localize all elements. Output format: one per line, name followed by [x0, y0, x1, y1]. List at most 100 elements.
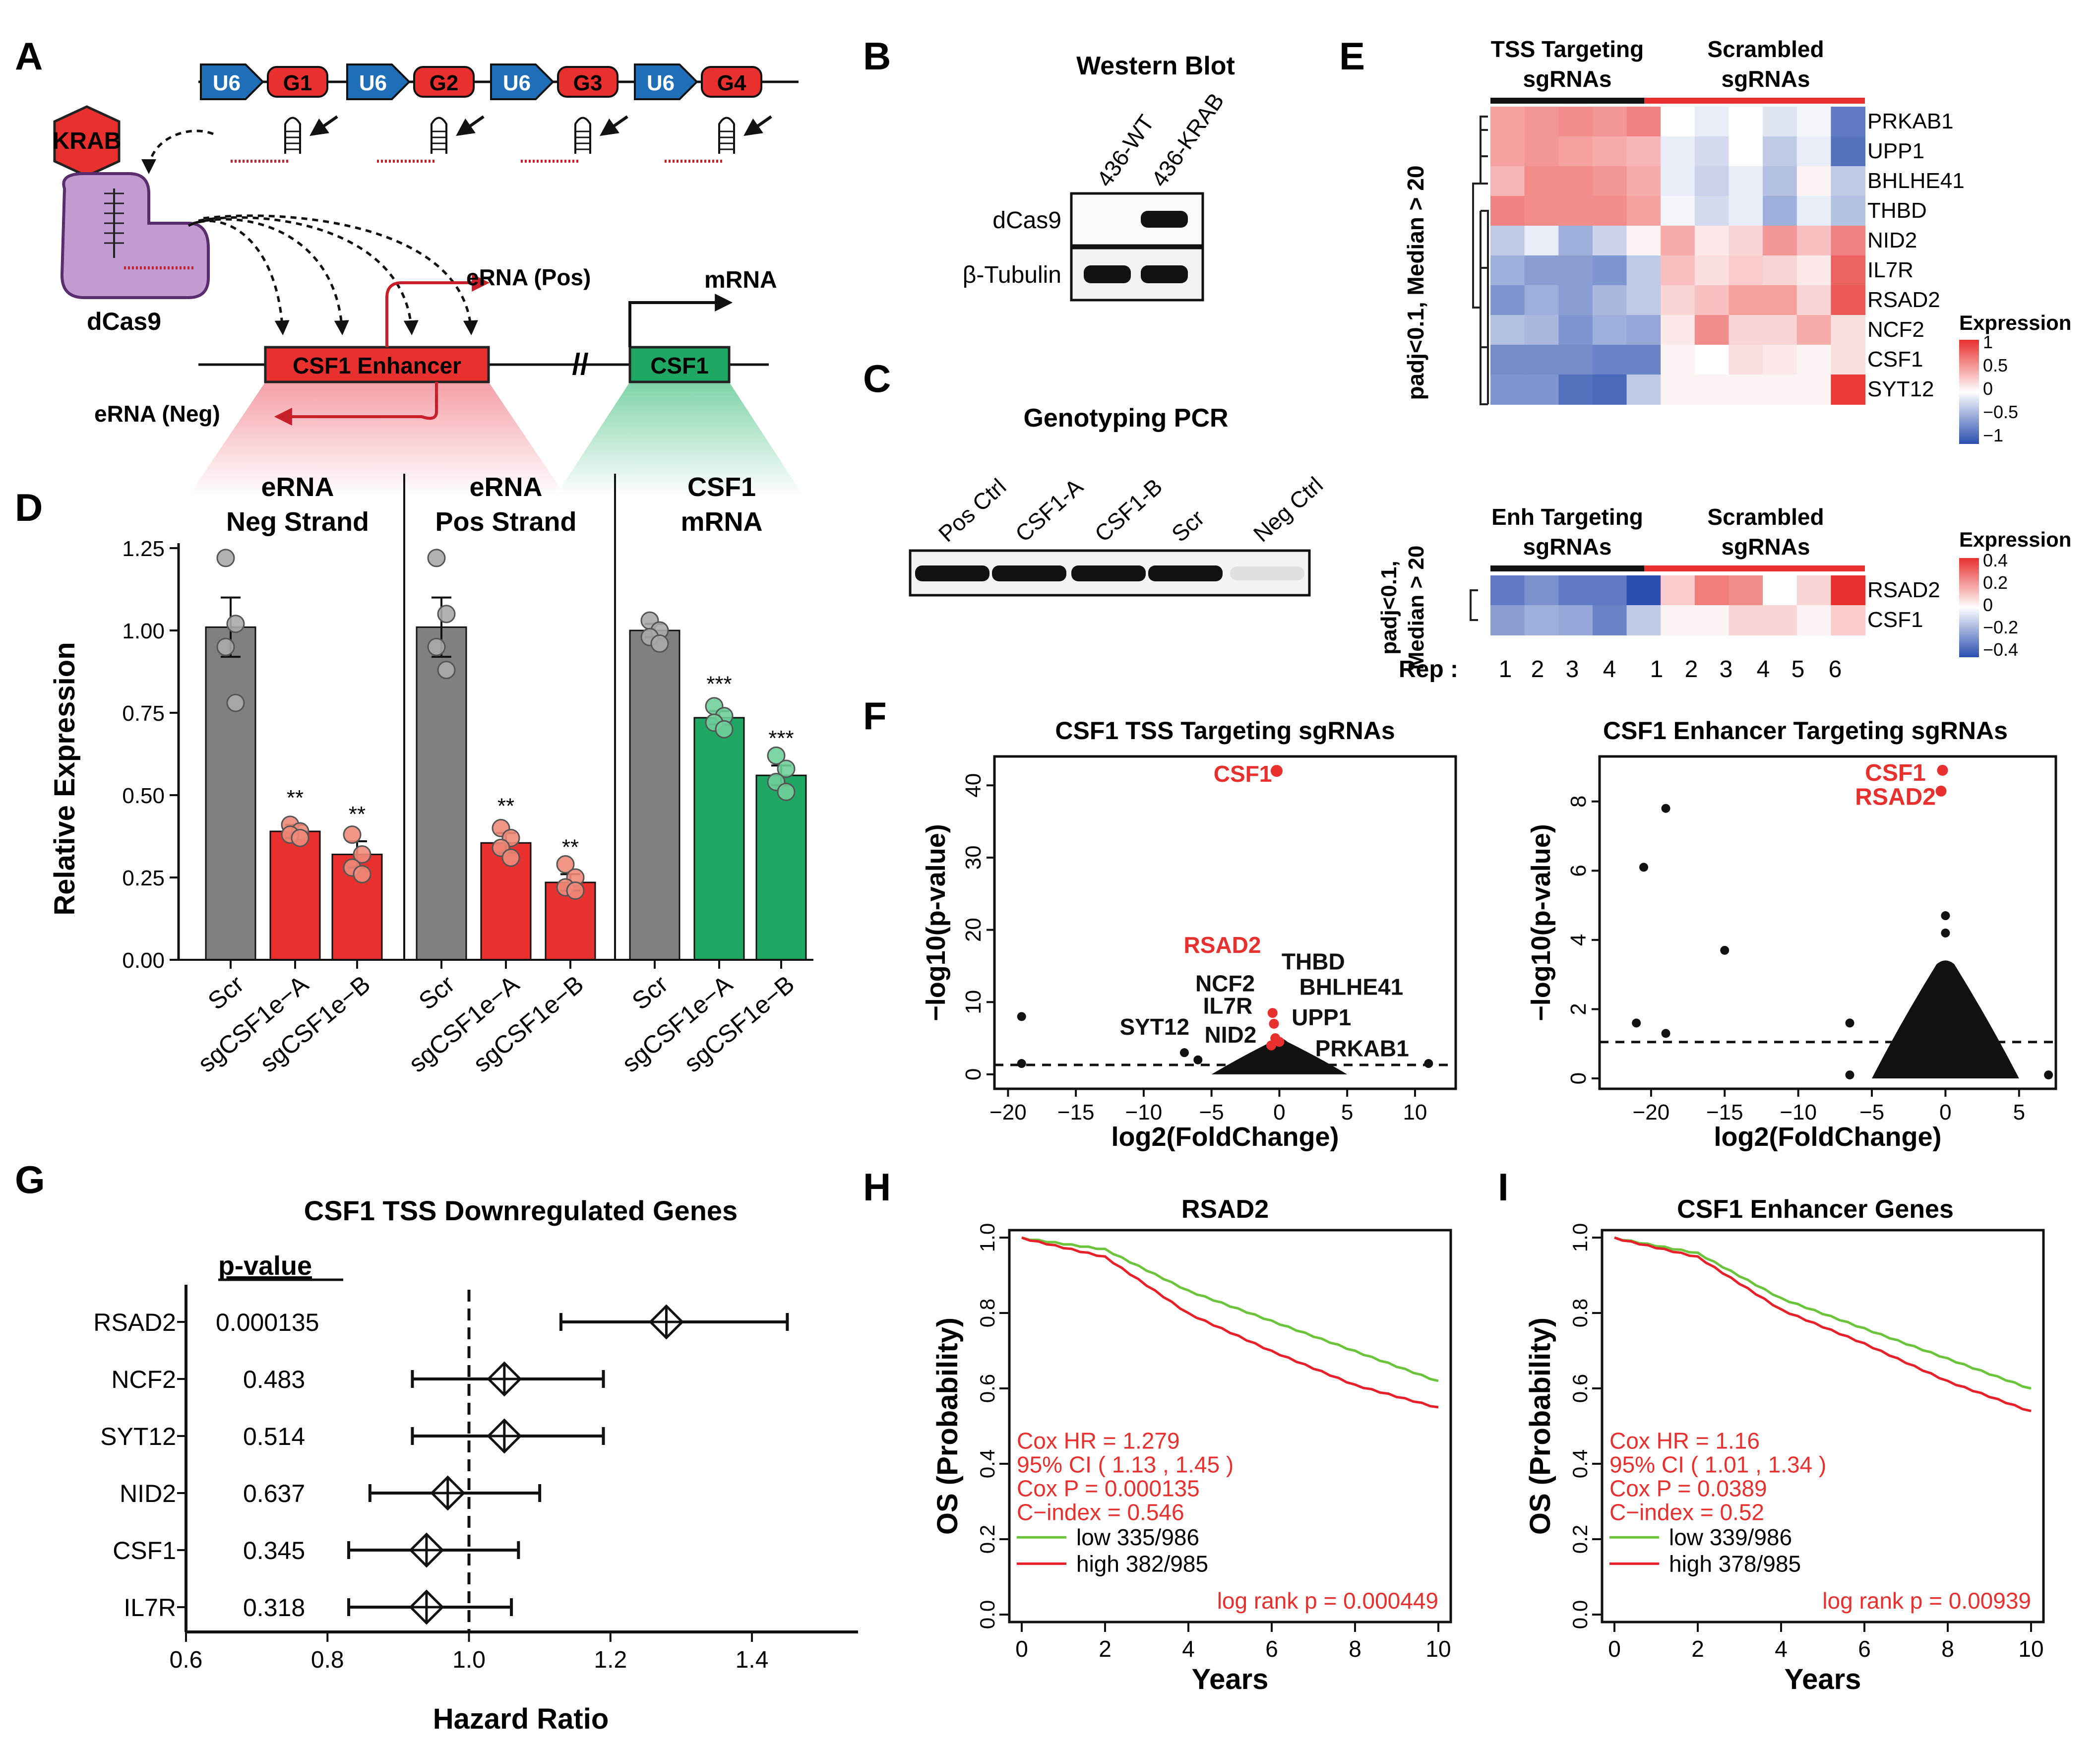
data-point [1274, 1037, 1285, 1047]
krab-domain: KRAB [53, 105, 121, 178]
panel-i: I CSF1 Enhancer Genes 0 2 4 6 8 10 0.0 0.2 0.4 0.… [1498, 1165, 2045, 1695]
data-point [767, 746, 786, 765]
heatmap-cell [1490, 345, 1525, 375]
y-tick-label: 8 [1566, 795, 1591, 807]
heatmap-cell [1661, 107, 1695, 137]
heatmap-cell [1661, 575, 1695, 606]
data-point [437, 661, 456, 680]
panel-d: D Relative Expression 0.00 0.25 0.50 0.75 1.… [15, 472, 813, 1078]
f-left-title: CSF1 TSS Targeting sgRNAs [1055, 717, 1395, 745]
x-tick-label: 0 [1273, 1100, 1285, 1125]
panel-a-letter: A [15, 34, 43, 78]
dcas9-shape: dCas9 [60, 172, 210, 335]
cox-stat: 95% CI ( 1.13 , 1.45 ) [1017, 1452, 1234, 1478]
heatmap-cell [1558, 375, 1593, 405]
y-axis-label: −log10(p-value) [921, 824, 951, 1021]
x-tick-label: 0 [1015, 1636, 1028, 1662]
g-xlabel: Hazard Ratio [433, 1703, 609, 1735]
heatmap-cell [1626, 315, 1662, 345]
heatmap-cell [1694, 166, 1729, 196]
km-plot-h: 0 2 4 6 8 10 0.0 0.2 0.4 0.6 0.8 1.0 Years OS (Probab… [931, 1223, 1452, 1695]
y-tick-label: 0.00 [122, 948, 165, 973]
x-tick-label: −15 [1057, 1100, 1095, 1125]
heatmap-cell [1592, 285, 1627, 315]
tubulin-band-wt [1084, 265, 1131, 283]
gene-label: CSF1 [1865, 760, 1926, 786]
heatmap-cell [1626, 226, 1662, 256]
heatmap-cell [1626, 107, 1662, 137]
y-axis-label: OS (Probability) [1524, 1317, 1556, 1535]
significance-stars: ** [287, 786, 304, 810]
heatmap-cell [1558, 107, 1593, 137]
x-tick-label: Scr [627, 970, 673, 1015]
y-tick-label: 0.8 [976, 1299, 999, 1327]
data-point [226, 693, 245, 712]
heatmap-cell [1831, 315, 1865, 345]
heatmap-cell [1729, 285, 1764, 315]
data-point [291, 828, 309, 847]
legend-high-label: high 378/985 [1669, 1551, 1801, 1576]
heatmap-gene-label: THBD [1867, 198, 1927, 223]
diamond-marker [409, 1532, 444, 1568]
heatmap-gene-label: RSAD2 [1867, 288, 1940, 312]
legend-top: Expression 1 0.5 0 −0.5 −1 [1959, 311, 2071, 445]
pcr-lane-3: Scr [1167, 505, 1209, 547]
heatmap-cell [1626, 136, 1662, 167]
low-survival-curve [1021, 1236, 1439, 1382]
forest-p-value: 0.514 [243, 1423, 305, 1450]
gene-label: PRKAB1 [1315, 1035, 1409, 1061]
y-tick-label: 10 [961, 990, 986, 1014]
pcr-band-4 [1230, 566, 1304, 580]
x-axis-label: log2(FoldChange) [1112, 1122, 1339, 1152]
guide-box-4 [701, 66, 762, 98]
heatmap-cell [1524, 166, 1559, 196]
heatmap-cell [1558, 345, 1593, 375]
bar [416, 626, 467, 961]
heatmap-cell [1831, 575, 1865, 606]
y-axis-label: −log10(p-value) [1526, 824, 1556, 1021]
heatmap-cell [1626, 196, 1662, 226]
panel-g: G CSF1 TSS Downregulated Genes p-value 0… [15, 1158, 858, 1735]
heatmap-cell [1524, 107, 1559, 137]
legend-tick: 0.4 [1983, 550, 2008, 570]
x-tick-label: 0.6 [170, 1647, 203, 1673]
e-head-tss: TSS Targeting [1491, 36, 1644, 62]
y-axis-label: OS (Probability) [931, 1317, 964, 1535]
high-survival-curve [1614, 1236, 2032, 1413]
legend-tick: 0.2 [1983, 572, 2008, 593]
e-head-scr-2: sgRNAs [1722, 66, 1810, 92]
guide-cassettes: U6 G1 U6 G2 U6 G3 U6 G4 [200, 63, 772, 163]
heatmap-cell [1694, 107, 1729, 137]
forest-p-value: 0.345 [243, 1537, 305, 1564]
heatmap-cell [1694, 226, 1729, 256]
data-point [1935, 785, 1947, 797]
guide-label-1: G1 [283, 71, 312, 95]
volcano-left: −20 −15 −10 −5 0 5 10 0 10 20 30 40 log2(FoldChange)… [921, 755, 1457, 1152]
heatmap-cell [1661, 196, 1695, 226]
csf1-enhancer-box [264, 346, 490, 383]
heatmap-cell [1763, 375, 1797, 405]
data-point [1424, 1059, 1433, 1068]
i-title: CSF1 Enhancer Genes [1677, 1195, 1954, 1224]
heatmap-cell [1831, 345, 1865, 375]
heatmap-cell [1592, 575, 1627, 606]
gene-label: THBD [1282, 949, 1345, 975]
x-axis-label: Years [1192, 1663, 1269, 1695]
data-point [777, 782, 796, 801]
heatmap-cell [1558, 226, 1593, 256]
heatmap-gene-label: UPP1 [1867, 139, 1924, 163]
guide-box-2 [413, 66, 475, 98]
e-head-tss-2: sgRNAs [1523, 66, 1612, 92]
heatmap-cell [1661, 285, 1695, 315]
guide-box-3 [557, 66, 618, 98]
heatmap-cell [1626, 255, 1662, 286]
bar [205, 626, 256, 961]
data-point [437, 605, 456, 624]
pcr-band-3 [1148, 565, 1223, 581]
legend-low-label: low 339/986 [1669, 1524, 1792, 1550]
heatmap-cell [1524, 605, 1559, 635]
data-point [1269, 1018, 1279, 1029]
x-tick-label: −5 [1199, 1100, 1224, 1125]
sgrna-hairpin-4 [718, 117, 735, 154]
heatmap-cell [1763, 136, 1797, 167]
